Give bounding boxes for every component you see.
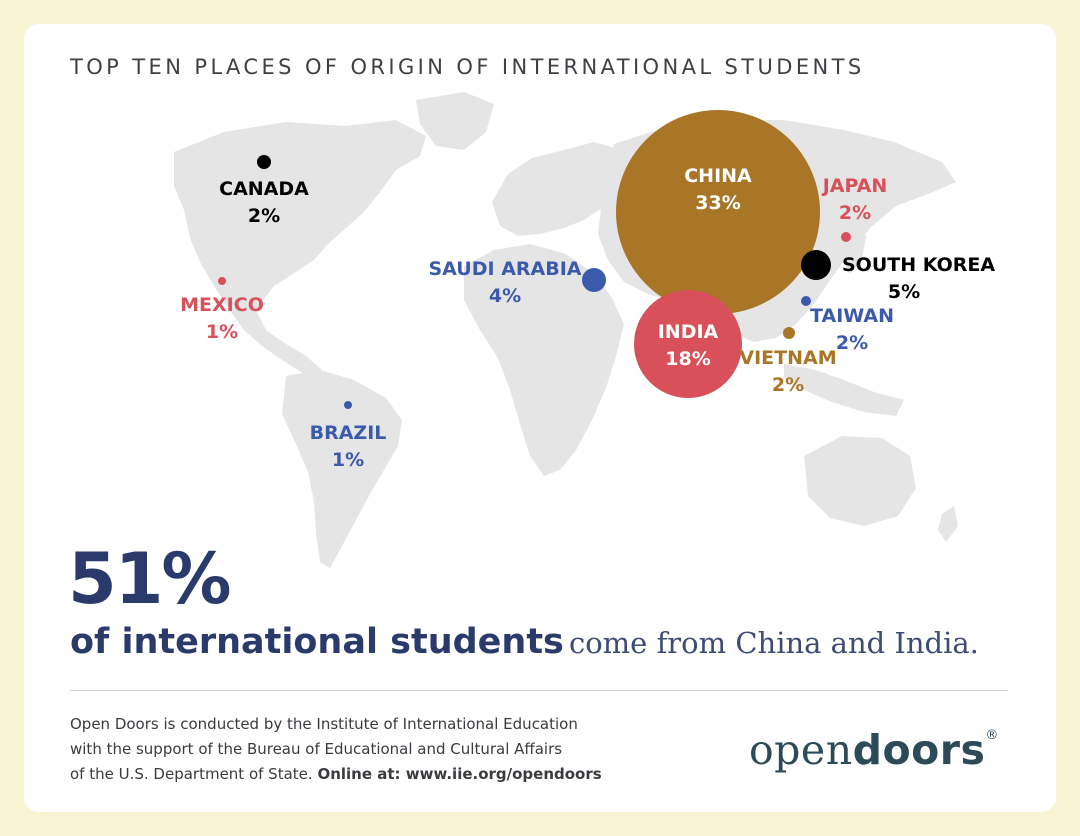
south-korea-bubble [801, 250, 831, 280]
registered-mark: ® [985, 728, 999, 743]
vietnam-label: VIETNAM [739, 347, 836, 369]
mexico-share: 1% [206, 321, 238, 343]
divider [70, 690, 1008, 691]
saudi-arabia-share: 4% [489, 285, 521, 307]
world-map: CHINA 33% INDIA 18% SOUTH KOREA 5% SAUDI ARABI… [174, 92, 995, 568]
brazil-share: 1% [332, 449, 364, 471]
saudi-arabia-bubble [582, 268, 606, 292]
landmass-australia [804, 436, 916, 526]
japan-bubble [841, 232, 851, 242]
landmass-southeast-asia [784, 364, 904, 416]
footer-line-3-prefix: of the U.S. Department of State. [70, 765, 313, 783]
logo-bold: doors [852, 726, 986, 774]
south-korea-label: SOUTH KOREA [842, 254, 995, 276]
china-label: CHINA [684, 165, 752, 187]
canada-label: CANADA [219, 178, 309, 200]
brazil-bubble [344, 401, 352, 409]
taiwan-bubble [801, 296, 811, 306]
footer-line-3: of the U.S. Department of State. Online … [70, 762, 630, 787]
japan-share: 2% [839, 202, 871, 224]
china-bubble [616, 110, 820, 314]
landmass-south-america [282, 370, 402, 568]
taiwan-share: 2% [836, 332, 868, 354]
canada-bubble [257, 155, 271, 169]
infographic-card: TOP TEN PLACES OF ORIGIN OF INTERNATIONA… [24, 24, 1056, 812]
footer-website[interactable]: Online at: www.iie.org/opendoors [317, 765, 602, 783]
headline-rest: come from China and India. [568, 626, 979, 660]
footer-line-1: Open Doors is conducted by the Institute… [70, 715, 578, 733]
landmass-africa [464, 244, 624, 476]
china-share: 33% [695, 192, 740, 214]
vietnam-share: 2% [772, 374, 804, 396]
footer-line-2: with the support of the Bureau of Educat… [70, 740, 563, 758]
vietnam-bubble [783, 327, 795, 339]
india-label: INDIA [658, 321, 719, 343]
india-share: 18% [665, 348, 710, 370]
mexico-bubble [218, 277, 226, 285]
map-landmass [174, 92, 958, 568]
japan-label: JAPAN [821, 175, 888, 197]
landmass-new-zealand [938, 506, 958, 542]
country-bubbles: CHINA 33% INDIA 18% SOUTH KOREA 5% SAUDI ARABI… [180, 110, 995, 471]
canada-share: 2% [248, 205, 280, 227]
headline-tagline: of international students come from Chin… [70, 622, 979, 662]
headline-strong: of international students [70, 622, 564, 662]
landmass-north-america [174, 120, 426, 374]
mexico-label: MEXICO [180, 294, 264, 316]
headline-percent: 51% [68, 538, 232, 620]
opendoors-logo: opendoors® [749, 726, 999, 774]
landmass-greenland [416, 92, 494, 150]
brazil-label: BRAZIL [310, 422, 387, 444]
page-title: TOP TEN PLACES OF ORIGIN OF INTERNATIONA… [70, 55, 865, 79]
taiwan-label: TAIWAN [810, 305, 894, 327]
logo-light: open [749, 726, 853, 774]
india-bubble [634, 290, 742, 398]
south-korea-share: 5% [888, 281, 920, 303]
landmass-europe [492, 142, 628, 236]
footer-credits: Open Doors is conducted by the Institute… [70, 712, 630, 787]
saudi-arabia-label: SAUDI ARABIA [429, 258, 582, 280]
